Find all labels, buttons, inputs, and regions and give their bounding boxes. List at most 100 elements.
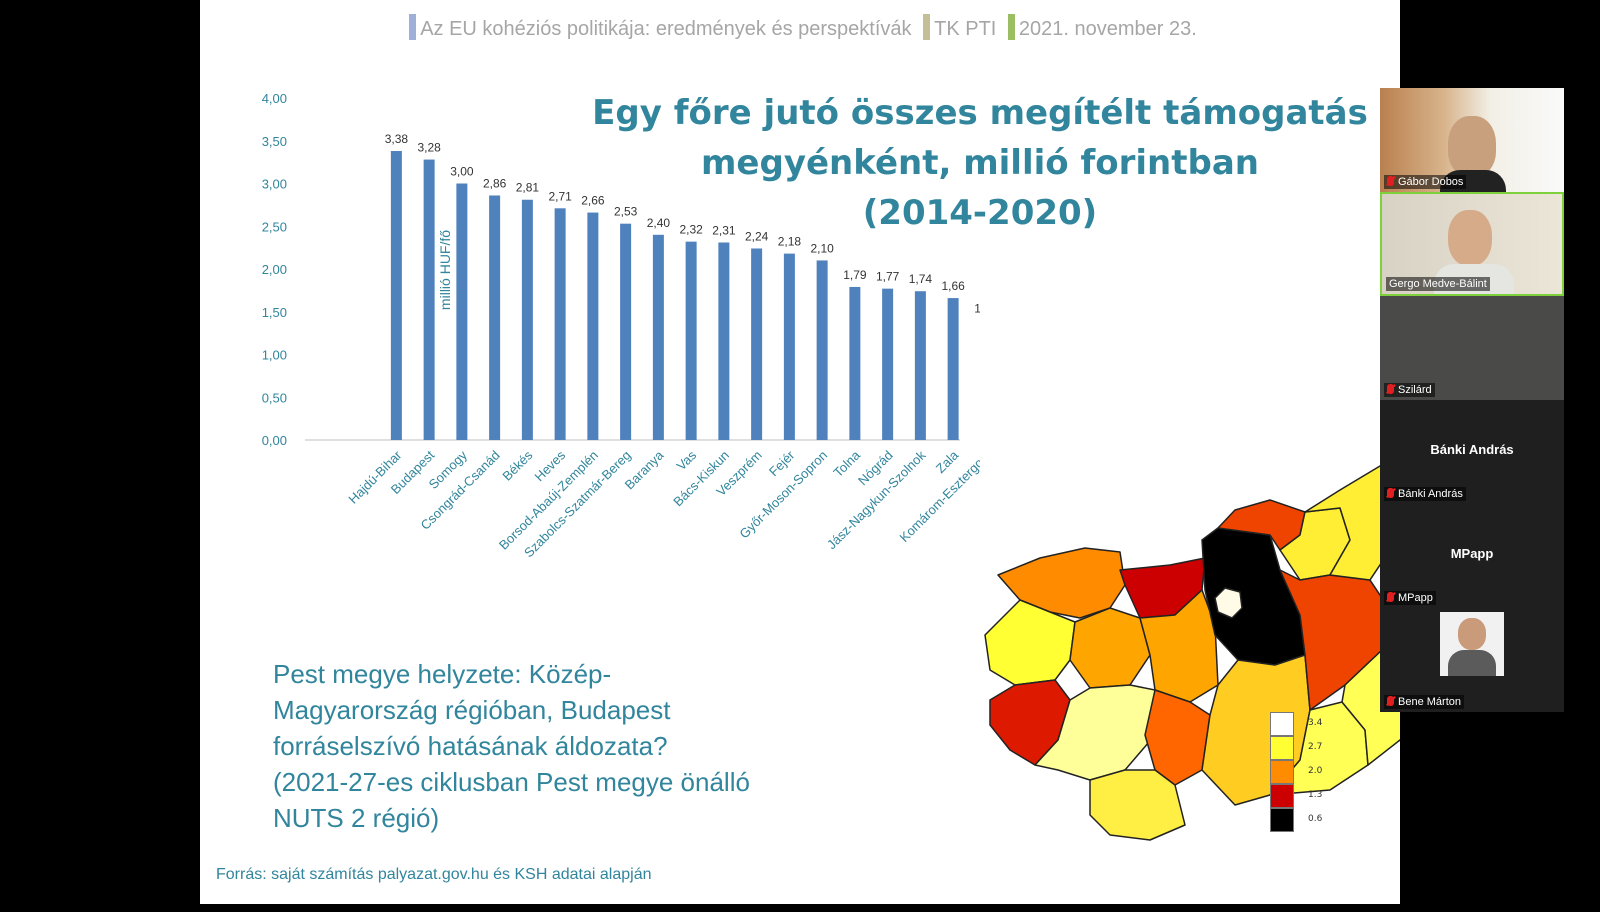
bar-value-label: 3,38 (385, 132, 409, 146)
bar-value-label: 2,81 (516, 181, 540, 195)
chart-bar (947, 298, 959, 440)
participant-name-label: Gergo Medve-Bálint (1386, 277, 1490, 291)
chart-bar (816, 260, 828, 440)
bar-value-label: 3,28 (417, 141, 441, 155)
bar-value-label: 2,53 (614, 205, 638, 219)
slide-title: Egy főre jutó összes megítélt támogatás … (580, 88, 1380, 238)
y-tick-label: 1,50 (262, 305, 287, 320)
participant-name: Bánki András (1398, 488, 1463, 500)
source-note: Forrás: saját számítás palyazat.gov.hu é… (216, 866, 652, 883)
slide-header: Az EU kohéziós politikája: eredmények és… (200, 14, 1400, 41)
bar-chart: 0,00 0,50 1,00 1,50 2,00 2,50 3,00 3,50 4,00 mill… (262, 91, 980, 560)
chart-bar (620, 223, 632, 440)
avatar (1448, 210, 1492, 266)
bar-value-label: 2,18 (778, 235, 802, 249)
chart-bar (783, 253, 795, 440)
x-tick-label: Békés (499, 447, 536, 484)
y-tick-label: 3,00 (262, 177, 287, 192)
chart-bar (521, 199, 533, 440)
chart-bar (554, 208, 566, 440)
bar-value-label: 1,77 (876, 270, 900, 284)
bar-value-label: 1,79 (843, 268, 867, 282)
presentation-slide: Az EU kohéziós politikája: eredmények és… (200, 0, 1400, 904)
chart-bar (914, 291, 926, 440)
bar-value-label: 2,24 (745, 229, 769, 243)
x-tick-label: Vas (673, 447, 699, 473)
title-line: (2014-2020) (862, 193, 1098, 233)
map-county-budapest (1214, 587, 1243, 619)
y-axis-label: millió HUF/fő (437, 230, 453, 310)
participant-tile-gergo-medve-balint[interactable]: Gergo Medve-Bálint (1380, 192, 1564, 296)
chart-bar (882, 288, 894, 440)
participant-name-label: Bánki András (1384, 487, 1466, 501)
bar-value-label: 1,66 (941, 279, 965, 293)
participant-name: Szilárd (1398, 384, 1432, 396)
participant-tile-szilard[interactable]: Szilárd (1380, 296, 1564, 400)
conference-title: Az EU kohéziós politikája: eredmények és… (420, 18, 912, 40)
legend-label: 2.0 (1308, 766, 1323, 776)
hungary-county-map (984, 458, 1400, 841)
legend-label: 0.6 (1308, 814, 1323, 824)
participant-name: Bene Márton (1398, 696, 1461, 708)
participant-tile-banki-andras[interactable]: Bánki András Bánki András (1380, 400, 1564, 504)
title-line: megyénként, millió forintban (701, 143, 1259, 183)
participant-name-label: MPapp (1384, 591, 1436, 605)
question-line: (2021-27-es ciklusban Pest megye önálló (273, 767, 750, 797)
chart-bar (423, 159, 435, 440)
y-tick-label: 1,00 (262, 348, 287, 363)
question-line: NUTS 2 régió) (273, 803, 440, 833)
mic-muted-icon (1387, 384, 1394, 394)
question-line: Magyarország régióban, Budapest (273, 695, 671, 725)
chart-bar (685, 241, 697, 440)
x-tick-label: Zala (933, 447, 962, 476)
y-tick-label: 4,00 (262, 91, 287, 106)
bar-value-label: 1,74 (909, 272, 933, 286)
bar-value-label: 2,10 (810, 241, 834, 255)
participant-name-label: Gábor Dobos (1384, 175, 1467, 189)
title-line: Egy főre jutó összes megítélt támogatás (592, 93, 1368, 133)
bar-value-label: 3,00 (450, 165, 474, 179)
y-tick-label: 0,00 (262, 433, 287, 448)
participant-display-name: MPapp (1450, 546, 1494, 561)
participant-name: MPapp (1398, 592, 1433, 604)
chart-bar (587, 212, 599, 440)
legend-label: 3.4 (1308, 718, 1323, 728)
legend-swatch (1270, 760, 1294, 784)
bar-value-label: 2,31 (712, 223, 736, 237)
participant-display-name: Bánki András (1430, 442, 1514, 457)
chart-bar (652, 234, 664, 440)
participant-tile-gabor-dobos[interactable]: Gábor Dobos (1380, 88, 1564, 192)
participant-name-label: Bene Márton (1384, 695, 1464, 709)
participant-name-label: Szilárd (1384, 383, 1435, 397)
bar-value-label: 2,86 (483, 176, 507, 190)
chart-bar (456, 183, 468, 440)
chart-bar (849, 286, 861, 440)
legend-swatch (1270, 784, 1294, 808)
map-county-veszprem (1069, 607, 1151, 689)
legend-swatch (1270, 712, 1294, 736)
participant-tile-mpapp[interactable]: MPapp MPapp (1380, 504, 1564, 608)
bar-value-label: 2,32 (679, 223, 703, 237)
avatar (1440, 612, 1504, 676)
chart-bar (489, 195, 501, 440)
event-date: 2021. november 23. (1018, 18, 1197, 40)
chart-bar (390, 151, 402, 440)
bar-value-label: 2,71 (548, 189, 572, 203)
y-tick-label: 2,00 (262, 262, 287, 277)
y-tick-label: 3,50 (262, 134, 287, 149)
organization-name: TK PTI (934, 18, 997, 40)
bar-value-label: 2,66 (581, 194, 605, 208)
legend-label: 2.7 (1308, 742, 1323, 752)
chart-bar (751, 248, 763, 440)
chart-bar (718, 242, 730, 440)
header-bar-2 (923, 14, 931, 40)
mic-muted-icon (1387, 696, 1394, 706)
mic-muted-icon (1387, 176, 1394, 186)
legend-swatch (1270, 808, 1294, 832)
y-tick-label: 2,50 (262, 219, 287, 234)
participant-tile-bene-marton[interactable]: Bene Márton (1380, 608, 1564, 712)
map-county-tolna (1144, 689, 1211, 786)
mic-muted-icon (1387, 592, 1394, 602)
y-tick-label: 0,50 (262, 390, 287, 405)
mic-muted-icon (1387, 488, 1394, 498)
